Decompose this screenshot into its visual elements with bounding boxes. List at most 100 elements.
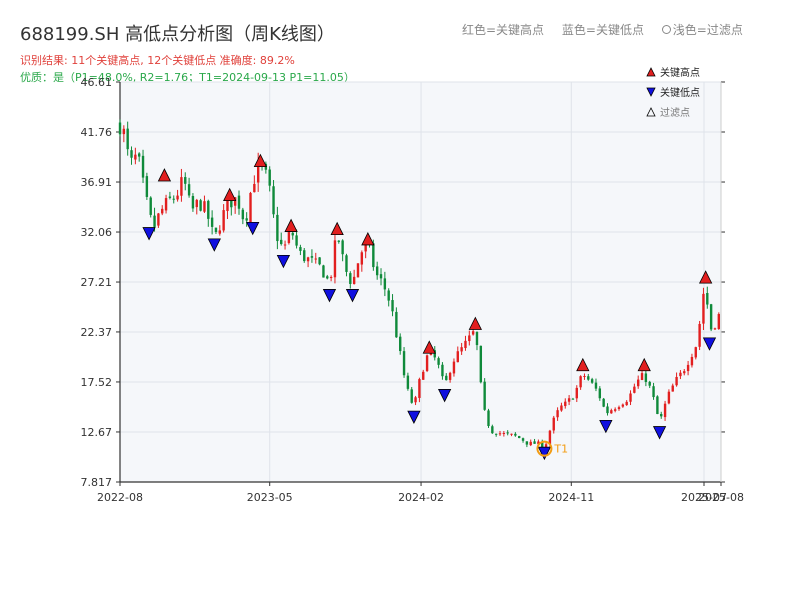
candle-body [199,200,202,211]
candle-body [502,432,506,434]
candle-body [172,198,175,200]
key-high-marker [253,153,268,167]
candle-body [640,373,644,380]
candle-body [460,347,463,352]
candle-body [218,230,222,234]
key-low-marker [702,337,717,351]
circle-icon [661,25,671,34]
candle-body [379,274,383,279]
candle-body [587,376,590,380]
key-high-marker [284,218,298,232]
candle-body [326,276,329,279]
candle-body [241,209,245,220]
candle-body [613,409,617,411]
candle-body [525,441,529,445]
candle-body [629,393,632,402]
candle-body [314,258,317,260]
candle-body [579,376,582,388]
candle-body [203,201,206,212]
candle-body [253,183,256,193]
x-tick-label: 2025-07 [681,491,727,504]
y-tick-label: 7.817 [81,476,113,489]
candle-body [690,356,694,366]
candle-body [483,381,486,410]
candle-body [594,382,598,389]
candle-body [360,252,364,265]
candle-body [564,401,567,407]
candle-body [295,235,298,246]
key-low-marker [437,389,452,403]
candle-body [164,198,168,211]
candle-body [448,372,452,380]
candle-body [571,398,575,400]
candle-body [441,364,444,377]
result-summary: 识别结果: 11个关键高点, 12个关键低点 准确度: 89.2% [20,54,295,67]
key-high-marker [223,187,237,202]
candle-body [617,407,621,410]
candle-body [364,241,367,252]
y-tick-label: 27.21 [81,276,113,289]
candle-body [226,200,229,212]
legend-entry-label: 关键低点 [660,86,700,99]
candle-body [418,379,421,398]
candle-body [464,340,467,349]
key-high-marker [422,340,436,354]
candle-body [337,240,340,242]
candle-body [506,432,509,434]
candle-body [157,213,160,226]
candle-body [541,441,544,450]
candle-body [137,153,141,157]
candle-body [494,433,498,435]
candle-body [602,398,605,407]
x-tick-label: 2022-08 [97,491,143,504]
candle-body [214,227,218,232]
candle-body [349,273,352,284]
candle-body [149,197,152,215]
candle-body [679,372,682,377]
candle-body [195,199,198,208]
key-low-marker [142,227,156,241]
candle-body [644,373,648,382]
candle-body [230,200,233,208]
candle-body [329,277,333,279]
candle-body [479,345,483,383]
candle-body [153,215,156,227]
candle-body [352,276,356,285]
candle-body [126,128,129,150]
candle-body [399,336,402,352]
candle-body [487,410,490,427]
x-tick-label: 2023-05 [247,491,293,504]
x-tick-label: 2024-02 [398,491,444,504]
candle-body [537,441,540,445]
candle-body [425,355,429,371]
candle-body [222,210,225,231]
candle-body [299,247,302,251]
legend-marker-icon [646,107,656,117]
candle-body [310,256,314,258]
candle-body [280,239,283,245]
legend-marker-icon [646,87,656,97]
candle-body [256,162,260,183]
candle-body [322,265,325,278]
candle-body [556,410,559,418]
candle-body [161,208,164,214]
candle-body [249,192,252,223]
candle-body [560,405,563,411]
candle-body [233,197,237,206]
candle-body [356,263,360,278]
candle-body [491,426,494,434]
candle-body [621,404,625,407]
candle-body [575,387,578,399]
candle-body [372,243,375,268]
candle-body [598,388,602,399]
y-tick-label: 22.37 [81,326,113,339]
candle-body [498,433,502,435]
candles [118,119,721,452]
candle-body [656,396,659,415]
legend-red-text: 红色=关键高点 [462,23,545,37]
legend-entry-label: 关键高点 [660,66,700,79]
candle-body [518,436,521,439]
candle-body [268,169,271,186]
candle-body [606,406,609,414]
